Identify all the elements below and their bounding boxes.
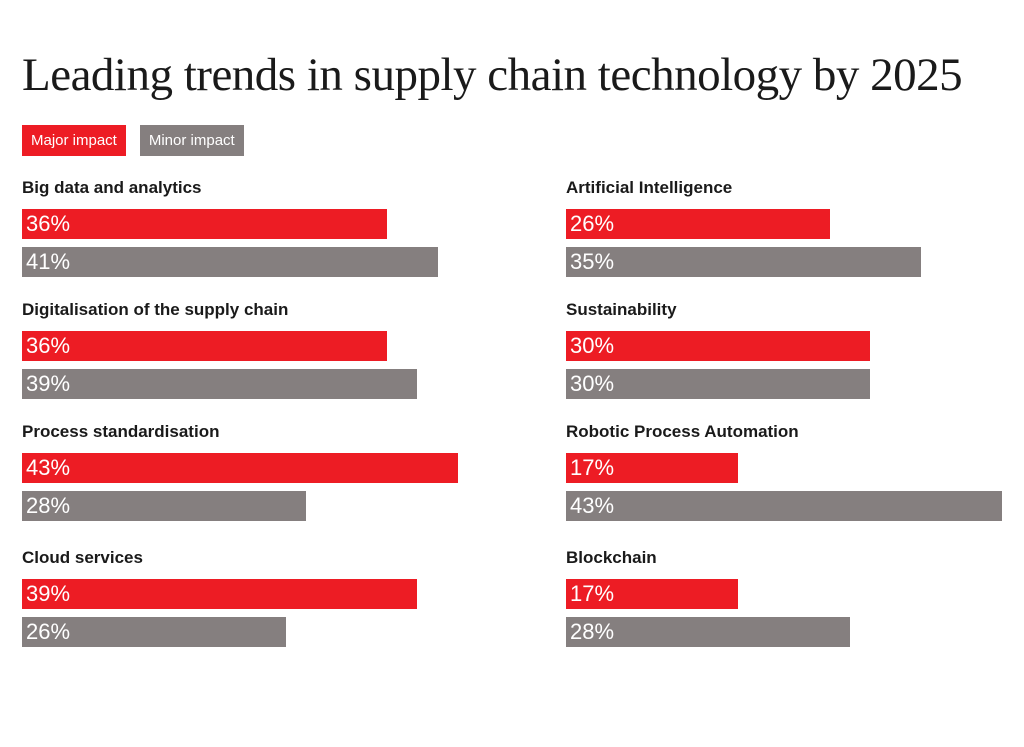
minor-impact-value-label: 39%: [26, 371, 71, 396]
bar-group: Cloud services 39% 26%: [22, 548, 458, 648]
minor-impact-bar: 35%: [566, 247, 921, 277]
category-label: Process standardisation: [22, 422, 220, 441]
minor-impact-bar: 43%: [566, 491, 1002, 521]
minor-impact-bar: 28%: [566, 617, 850, 647]
bar-group: Digitalisation of the supply chain 36% 39%: [22, 300, 458, 400]
major-impact-value-label: 30%: [570, 333, 615, 358]
minor-impact-value-label: 35%: [570, 249, 615, 274]
bar-group: Artificial Intelligence 26% 35%: [566, 178, 1002, 278]
minor-impact-bar: 41%: [22, 247, 438, 277]
category-label: Cloud services: [22, 548, 143, 567]
bar-group: Process standardisation 43% 28%: [22, 422, 458, 522]
major-impact-value-label: 43%: [26, 455, 71, 480]
minor-impact-value-label: 30%: [570, 371, 615, 396]
minor-impact-value-label: 43%: [570, 493, 615, 518]
major-impact-bar: 39%: [22, 579, 417, 609]
minor-impact-value-label: 28%: [570, 619, 615, 644]
minor-impact-value-label: 26%: [26, 619, 71, 644]
minor-impact-bar: 26%: [22, 617, 286, 647]
bar-group: Big data and analytics 36% 41%: [22, 178, 458, 278]
category-label: Big data and analytics: [22, 178, 202, 197]
major-impact-value-label: 26%: [570, 211, 615, 236]
category-label: Artificial Intelligence: [566, 178, 733, 197]
major-impact-value-label: 17%: [570, 455, 615, 480]
legend-minor-impact: Minor impact: [139, 125, 244, 156]
minor-impact-value-label: 41%: [26, 249, 71, 274]
legend-major-impact: Major impact: [22, 125, 126, 156]
major-impact-bar: 36%: [22, 331, 387, 361]
major-impact-bar: 17%: [566, 453, 738, 483]
major-impact-value-label: 36%: [26, 211, 71, 236]
major-impact-bar: 30%: [566, 331, 870, 361]
minor-impact-bar: 39%: [22, 369, 417, 399]
category-label: Robotic Process Automation: [566, 422, 799, 441]
legend: Major impact Minor impact: [22, 125, 244, 156]
major-impact-value-label: 36%: [26, 333, 71, 358]
major-impact-value-label: 39%: [26, 581, 71, 606]
major-impact-bar: 43%: [22, 453, 458, 483]
major-impact-bar: 17%: [566, 579, 738, 609]
category-label: Sustainability: [566, 300, 677, 319]
minor-impact-bar: 28%: [22, 491, 306, 521]
major-impact-value-label: 17%: [570, 581, 615, 606]
chart-title: Leading trends in supply chain technolog…: [22, 49, 963, 101]
bar-group: Robotic Process Automation 17% 43%: [566, 422, 1002, 522]
bar-group: Blockchain 17% 28%: [566, 548, 1002, 648]
category-label: Blockchain: [566, 548, 657, 567]
major-impact-bar: 36%: [22, 209, 387, 239]
bar-group: Sustainability 30% 30%: [566, 300, 1002, 400]
category-label: Digitalisation of the supply chain: [22, 300, 289, 319]
major-impact-bar: 26%: [566, 209, 830, 239]
minor-impact-value-label: 28%: [26, 493, 71, 518]
minor-impact-bar: 30%: [566, 369, 870, 399]
